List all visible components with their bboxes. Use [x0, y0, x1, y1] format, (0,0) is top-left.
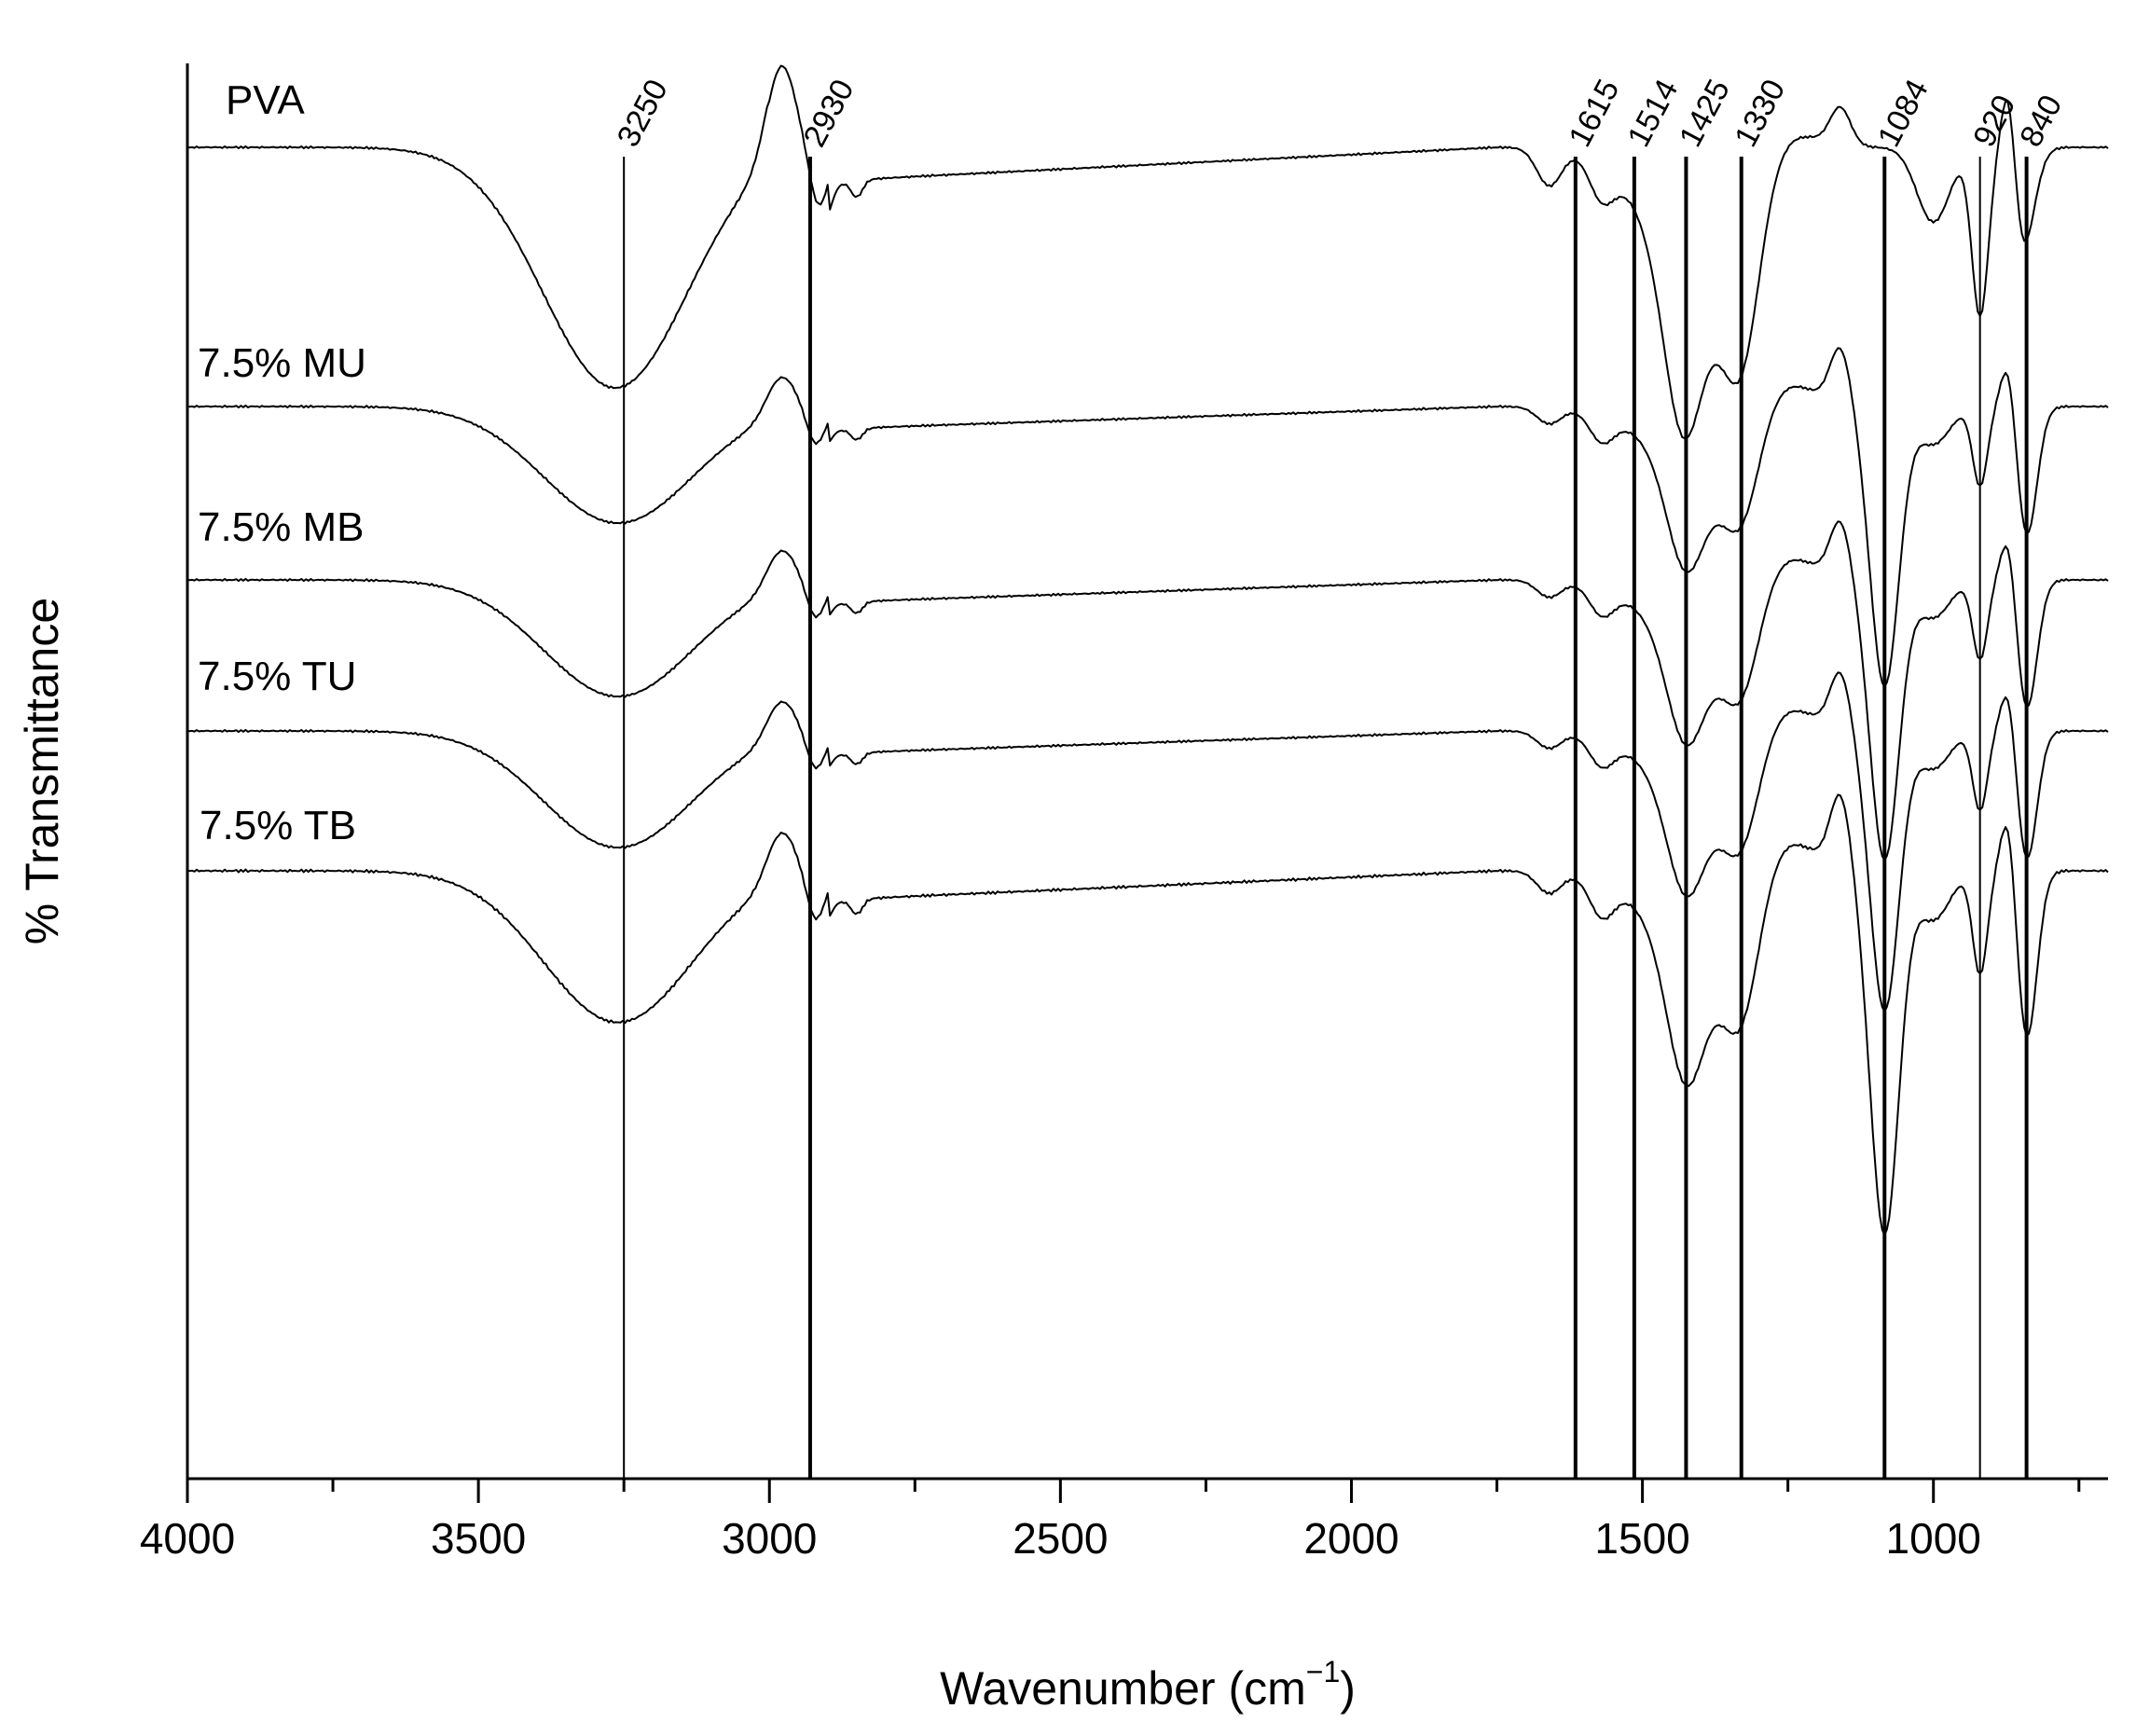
x-tick-label: 1000: [1886, 1514, 1981, 1563]
x-title-close: ): [1340, 1662, 1356, 1715]
axes: [186, 63, 2108, 1481]
series-line-3: [186, 671, 2109, 1013]
x-tick-label: 2500: [1013, 1514, 1108, 1563]
x-ticks: 4000 3500 3000 2500 2000 1500 1000: [140, 1479, 2081, 1563]
x-tick-label: 4000: [140, 1514, 235, 1563]
x-tick-label: 3500: [431, 1514, 526, 1563]
x-axis-title: Wavenumber (cm−1): [940, 1655, 1356, 1715]
series-label-0: PVA: [226, 77, 305, 123]
peak-label-2930: 2930: [796, 74, 861, 153]
y-axis-title: % Transmittance: [16, 598, 68, 944]
series-label-4: 7.5% TB: [200, 803, 356, 848]
series-label-3: 7.5% TU: [198, 654, 356, 699]
peak-label-1615: 1615: [1562, 74, 1626, 153]
x-tick-label: 2000: [1303, 1514, 1399, 1563]
peak-label-840: 840: [2013, 90, 2069, 153]
x-title-text: Wavenumber (cm: [940, 1662, 1306, 1715]
peak-label-920: 920: [1966, 90, 2022, 153]
peak-label-1330: 1330: [1728, 74, 1792, 153]
series-label-2: 7.5% MB: [198, 504, 365, 550]
series-line-1: [186, 347, 2109, 688]
x-title-superscript: −1: [1306, 1655, 1340, 1688]
x-tick-label: 1500: [1594, 1514, 1689, 1563]
series-line-2: [186, 520, 2109, 861]
series-group: PVA 7.5% MU 7.5% MB 7.5% TU 7.5% TB: [186, 64, 2109, 1236]
peak-label-3250: 3250: [611, 74, 675, 153]
x-tick-label: 3000: [722, 1514, 817, 1563]
peak-label-1425: 1425: [1673, 74, 1737, 153]
series-line-0: [186, 64, 2109, 439]
series-label-1: 7.5% MU: [198, 340, 366, 386]
peak-label-1084: 1084: [1871, 74, 1936, 153]
series-line-4: [186, 793, 2109, 1236]
peak-label-1514: 1514: [1620, 74, 1685, 153]
